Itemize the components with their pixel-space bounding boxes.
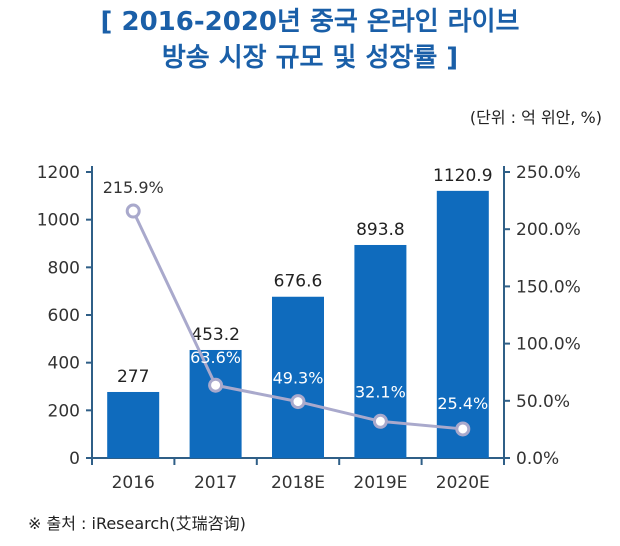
growth-rate-label: 49.3% [273, 369, 324, 388]
bar-value-label: 1120.9 [433, 166, 492, 186]
left-axis-tick-label: 0 [69, 449, 80, 469]
growth-rate-label: 25.4% [437, 394, 488, 413]
left-axis-tick-label: 1200 [37, 163, 80, 183]
growth-rate-label: 63.6% [190, 348, 241, 367]
growth-rate-point [208, 377, 224, 393]
growth-rate-label: 215.9% [103, 178, 164, 197]
x-axis-tick-label: 2016 [112, 473, 155, 493]
growth-rate-point [290, 394, 306, 410]
bar-value-label: 277 [117, 367, 149, 387]
chart-title: [ 2016-2020년 중국 온라인 라이브 방송 시장 규모 및 성장률 ] [0, 4, 620, 76]
bar [189, 349, 242, 458]
bar [436, 190, 489, 458]
growth-rate-label: 32.1% [355, 382, 406, 401]
bar-value-label: 893.8 [356, 220, 405, 240]
left-axis-tick-label: 1000 [37, 211, 80, 231]
bar-value-label: 676.6 [274, 272, 323, 292]
bar [272, 296, 324, 458]
right-axis-tick-label: 100.0% [516, 335, 581, 355]
left-axis-tick-label: 600 [48, 306, 80, 326]
right-axis-tick-label: 150.0% [516, 277, 581, 297]
x-axis-tick-label: 2018E [271, 473, 325, 493]
right-axis-tick-label: 250.0% [516, 163, 581, 183]
bar [107, 391, 160, 458]
x-axis-tick-label: 2017 [194, 473, 237, 493]
growth-rate-point [455, 421, 471, 437]
chart-title-line2: 방송 시장 규모 및 성장률 ] [161, 43, 459, 73]
x-axis-tick-label: 2020E [436, 473, 490, 493]
growth-rate-point [372, 413, 388, 429]
left-axis-tick-label: 200 [48, 401, 80, 421]
x-axis-tick-label: 2019E [353, 473, 407, 493]
growth-rate-point [125, 203, 141, 219]
right-axis-tick-label: 200.0% [516, 220, 581, 240]
chart-title-line1: [ 2016-2020년 중국 온라인 라이브 [100, 7, 520, 37]
source-note: ※ 출처 : iResearch(艾瑞咨询) [28, 514, 246, 533]
bar-value-label: 453.2 [191, 325, 240, 345]
unit-label: (단위 : 억 위안, %) [469, 108, 602, 127]
left-axis-tick-label: 800 [48, 258, 80, 278]
right-axis-tick-label: 0.0% [516, 449, 559, 469]
right-axis-tick-label: 50.0% [516, 392, 570, 412]
left-axis-tick-label: 400 [48, 354, 80, 374]
